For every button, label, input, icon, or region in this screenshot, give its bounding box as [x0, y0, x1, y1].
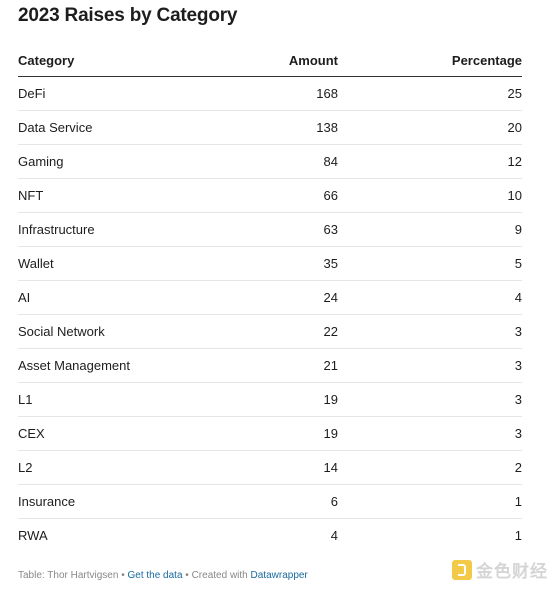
table-row: Gaming 84 12: [18, 144, 522, 179]
cell-amount: 19: [198, 416, 338, 451]
cell-amount: 6: [198, 484, 338, 519]
cell-amount: 63: [198, 212, 338, 247]
cell-category: Wallet: [18, 246, 198, 281]
table-row: Wallet 35 5: [18, 246, 522, 281]
cell-percentage: 1: [514, 528, 522, 543]
table-row: Asset Management 21 3: [18, 348, 522, 383]
cell-percentage: 9: [338, 212, 522, 247]
cell-percentage: 3: [338, 348, 522, 383]
cell-percentage: 10: [338, 178, 522, 213]
table-row: Insurance 6 1: [18, 484, 522, 519]
cell-category: Social Network: [18, 314, 198, 349]
table-row: NFT 66 10: [18, 178, 522, 213]
get-the-data-link[interactable]: Get the data: [127, 570, 183, 581]
cell-amount: 35: [198, 246, 338, 281]
table-row: DeFi 168 25: [18, 76, 522, 111]
cell-percentage: 12: [338, 144, 522, 179]
chart-title: 2023 Raises by Category: [18, 5, 238, 26]
cell-category: Infrastructure: [18, 212, 198, 247]
cell-percentage: 1: [338, 484, 522, 519]
footer-created-with: • Created with: [182, 570, 251, 581]
table-body: DeFi 168 25 Data Service 138 20 Gaming 84 12 NFT 6…: [18, 76, 522, 553]
cell-percentage: 3: [338, 314, 522, 349]
column-header-amount[interactable]: Amount: [198, 44, 338, 77]
table-row: L1 19 3: [18, 382, 522, 417]
column-header-category[interactable]: Category: [18, 44, 198, 77]
table-header-row: Category Amount Percentage: [18, 44, 522, 77]
cell-amount: 21: [198, 348, 338, 383]
cell-amount: 84: [198, 144, 338, 179]
cell-amount: 66: [198, 178, 338, 213]
cell-amount: 24: [198, 280, 338, 315]
cell-category: NFT: [18, 178, 198, 213]
cell-amount: 14: [198, 450, 338, 485]
watermark-text: 金色财经: [476, 562, 548, 582]
cell-category: Gaming: [18, 144, 198, 179]
cell-category: L2: [18, 450, 198, 485]
cell-percentage: 5: [338, 246, 522, 281]
table-row: RWA 4 1: [18, 519, 522, 553]
golden-finance-logo-icon: [452, 559, 472, 580]
table-row: Infrastructure 63 9: [18, 212, 522, 247]
cell-percentage: 2: [338, 450, 522, 485]
table-row: AI 24 4: [18, 280, 522, 315]
cell-category: AI: [18, 280, 198, 315]
cell-category: Asset Management: [18, 348, 198, 383]
footer-separator: •: [118, 570, 128, 581]
cell-percentage: 3: [338, 416, 522, 451]
table-row: Data Service 138 20: [18, 110, 522, 145]
cell-category: L1: [18, 382, 198, 417]
cell-amount: 4: [330, 528, 338, 543]
cell-category: RWA: [18, 528, 48, 543]
footer-credits: Table: Thor Hartvigsen • Get the data • …: [18, 570, 308, 581]
column-header-percentage[interactable]: Percentage: [338, 44, 522, 77]
cell-percentage: 4: [338, 280, 522, 315]
table-row: Social Network 22 3: [18, 314, 522, 349]
cell-category: DeFi: [18, 76, 198, 111]
cell-percentage: 25: [338, 76, 522, 111]
cell-amount: 22: [198, 314, 338, 349]
cell-percentage: 20: [338, 110, 522, 145]
cell-percentage: 3: [338, 382, 522, 417]
watermark: 金色财经: [452, 557, 548, 582]
cell-category: Data Service: [18, 110, 198, 145]
cell-category: CEX: [18, 416, 198, 451]
cell-amount: 138: [198, 110, 338, 145]
cell-amount: 19: [198, 382, 338, 417]
datawrapper-link[interactable]: Datawrapper: [250, 570, 308, 581]
cell-amount: 168: [198, 76, 338, 111]
table-row: L2 14 2: [18, 450, 522, 485]
cell-category: Insurance: [18, 484, 198, 519]
table-row: CEX 19 3: [18, 416, 522, 451]
footer-source: Table: Thor Hartvigsen: [18, 570, 119, 581]
raises-table: Category Amount Percentage DeFi 168 25 Data…: [18, 44, 522, 552]
